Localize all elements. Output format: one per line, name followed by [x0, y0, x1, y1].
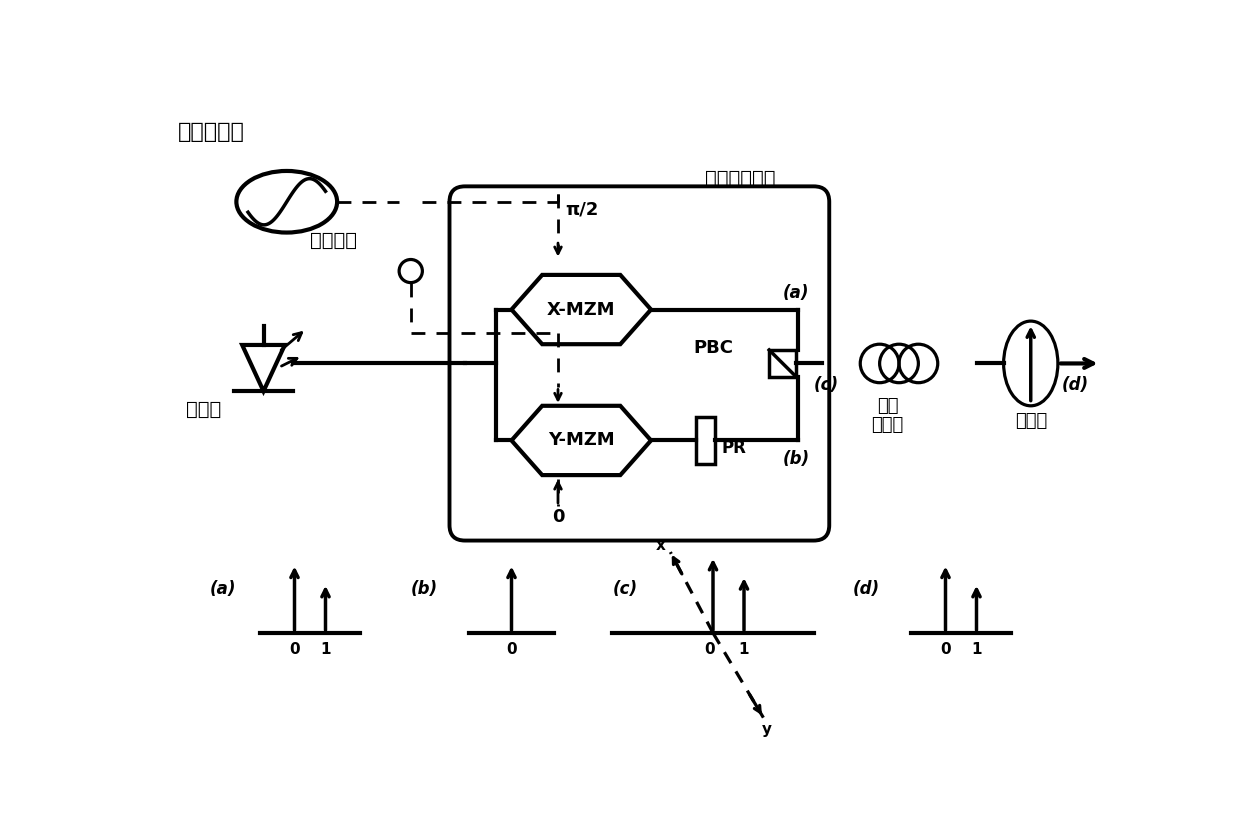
Text: 0: 0: [704, 642, 714, 658]
Text: 0: 0: [552, 509, 564, 526]
Text: 起偶器: 起偶器: [1014, 412, 1047, 430]
Text: (a): (a): [210, 580, 236, 598]
Text: 1: 1: [739, 642, 749, 658]
Text: π/2: π/2: [565, 200, 599, 218]
Text: 0: 0: [289, 642, 300, 658]
Text: 0: 0: [940, 642, 951, 658]
Text: 1: 1: [971, 642, 982, 658]
Text: 射频信号源: 射频信号源: [179, 122, 246, 143]
Text: 电移相器: 电移相器: [310, 231, 357, 249]
Text: PR: PR: [722, 439, 746, 457]
Text: 0: 0: [506, 642, 517, 658]
Text: 1: 1: [320, 642, 331, 658]
Text: 激光源: 激光源: [186, 400, 221, 419]
Text: Y-MZM: Y-MZM: [548, 431, 615, 449]
Text: y: y: [763, 722, 773, 737]
Text: x: x: [656, 539, 666, 553]
Bar: [769, 350, 796, 377]
Text: 控制器: 控制器: [872, 416, 904, 434]
Text: (c): (c): [813, 377, 839, 394]
Text: PBC: PBC: [693, 339, 733, 357]
Text: 偶振: 偶振: [877, 397, 898, 415]
Bar: [696, 417, 715, 464]
Text: (b): (b): [410, 580, 438, 598]
Text: (d): (d): [853, 580, 879, 598]
Text: (b): (b): [782, 450, 810, 468]
Text: 双偶振调制器: 双偶振调制器: [706, 170, 776, 188]
Text: (a): (a): [782, 284, 810, 302]
Text: X-MZM: X-MZM: [547, 301, 615, 319]
Text: (c): (c): [613, 580, 637, 598]
Text: (d): (d): [1061, 377, 1089, 394]
